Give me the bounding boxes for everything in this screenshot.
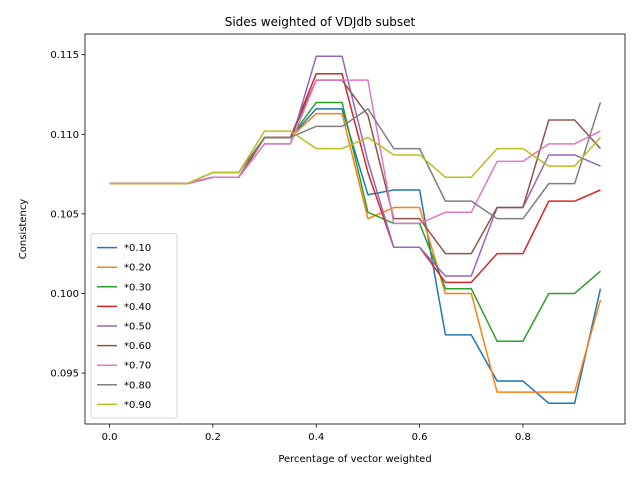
x-axis-ticks: 0.0 0.2 0.4 0.6 0.8 (102, 424, 531, 443)
plot-frame (84, 33, 626, 425)
legend: *0.10 *0.20 *0.30 *0.40 *0.50 *0.60 *0.70 *0.80… (90, 233, 178, 419)
x-tick-label: 0.4 (308, 432, 324, 443)
chart-title: Sides weighted of VDJdb subset (225, 15, 416, 29)
x-tick-label: 0.0 (102, 432, 118, 443)
x-axis-title: Percentage of vector weighted (278, 454, 431, 465)
series-line-9 (109, 130, 602, 185)
y-axis-ticks: 0.095 0.100 0.105 0.110 0.115 (50, 50, 85, 380)
y-tick-label: 0.095 (50, 369, 79, 380)
legend-label: *0.30 (124, 282, 151, 293)
legend-label: *0.50 (124, 322, 151, 333)
plot-lines (109, 55, 602, 405)
legend-label: *0.40 (124, 302, 151, 313)
y-axis-title: Consistency (18, 199, 29, 260)
legend-label: *0.60 (124, 341, 151, 352)
x-tick-label: 0.8 (515, 432, 531, 443)
legend-label: *0.20 (124, 263, 151, 274)
legend-box (90, 233, 178, 419)
x-tick-label: 0.2 (205, 432, 221, 443)
legend-label: *0.90 (124, 400, 151, 411)
y-tick-label: 0.110 (50, 130, 79, 141)
legend-label: *0.10 (124, 243, 151, 254)
y-tick-label: 0.100 (50, 289, 79, 300)
y-tick-label: 0.115 (50, 50, 79, 61)
legend-label: *0.80 (124, 380, 151, 391)
legend-label: *0.70 (124, 361, 151, 372)
y-tick-label: 0.105 (50, 209, 79, 220)
x-tick-label: 0.6 (412, 432, 428, 443)
